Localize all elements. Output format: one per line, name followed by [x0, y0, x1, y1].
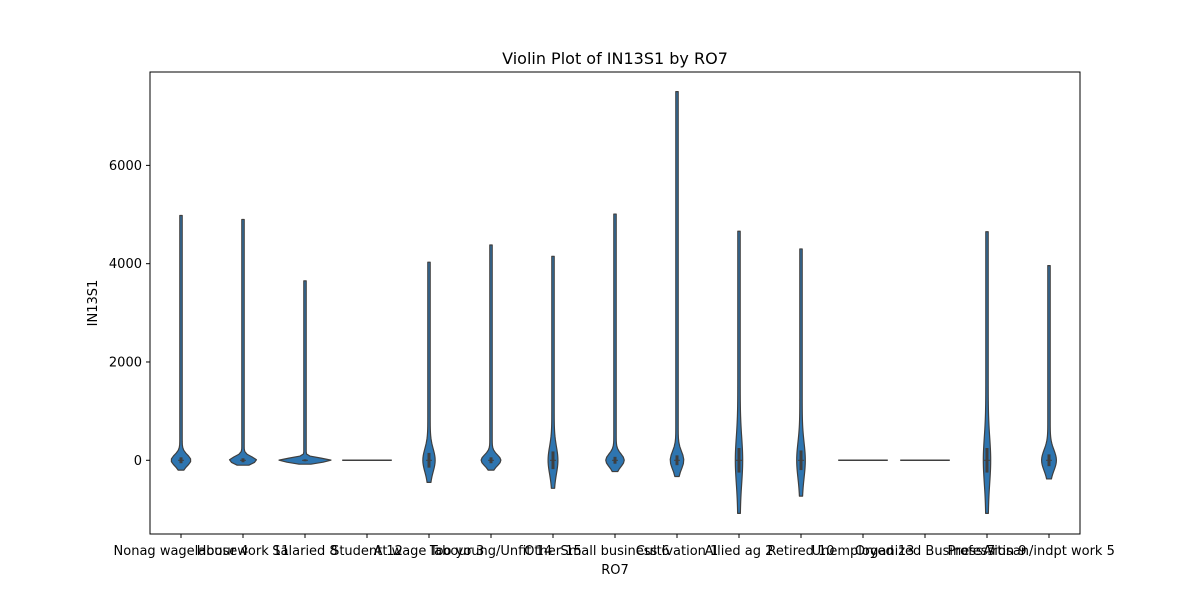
violin — [480, 244, 502, 471]
x-tick-label: At wage labour 3 — [374, 544, 485, 559]
violin — [278, 280, 332, 465]
violin — [734, 230, 744, 514]
violin — [422, 261, 436, 483]
y-tick-label: 2000 — [109, 355, 142, 370]
y-tick-label: 4000 — [109, 257, 142, 272]
y-tick-label: 6000 — [109, 159, 142, 174]
x-tick-label: Salaried 8 — [272, 544, 337, 559]
violin — [228, 218, 258, 466]
y-tick-label: 0 — [134, 454, 142, 469]
violins-layer — [170, 91, 1057, 514]
y-axis-label: IN13S1 — [86, 280, 101, 327]
violin — [547, 255, 559, 489]
x-tick-label: Too young/Unfit 14 — [429, 544, 552, 559]
x-axis-label: RO7 — [601, 563, 629, 578]
violin — [170, 214, 192, 471]
chart-title: Violin Plot of IN13S1 by RO7 — [502, 49, 728, 68]
x-tick-label: Housework 11 — [197, 544, 290, 559]
x-tick-label: Unemployed 13 — [812, 544, 915, 559]
x-tick-label: Artisan/indpt work 5 — [983, 544, 1115, 559]
x-tick-label: Profession 9 — [948, 544, 1027, 559]
violin — [796, 248, 806, 497]
violin — [982, 231, 992, 514]
x-tick-label: Retired 10 — [767, 544, 834, 559]
x-tick-label: Student 12 — [331, 544, 403, 559]
x-tick-label: Small business 6 — [560, 544, 669, 559]
x-tick-label: Cultivation 1 — [636, 544, 719, 559]
x-tick-label: Nonag wagelabour 4 — [114, 544, 249, 559]
x-tick-label: Other 15 — [524, 544, 582, 559]
violin — [669, 91, 685, 478]
x-tick-label: Allied ag 2 — [705, 544, 774, 559]
violin — [1041, 265, 1057, 480]
y-axis: 0 2000 4000 6000 — [109, 159, 150, 469]
x-tick-label: Organized Business 7 — [855, 544, 995, 559]
violin — [605, 213, 625, 473]
